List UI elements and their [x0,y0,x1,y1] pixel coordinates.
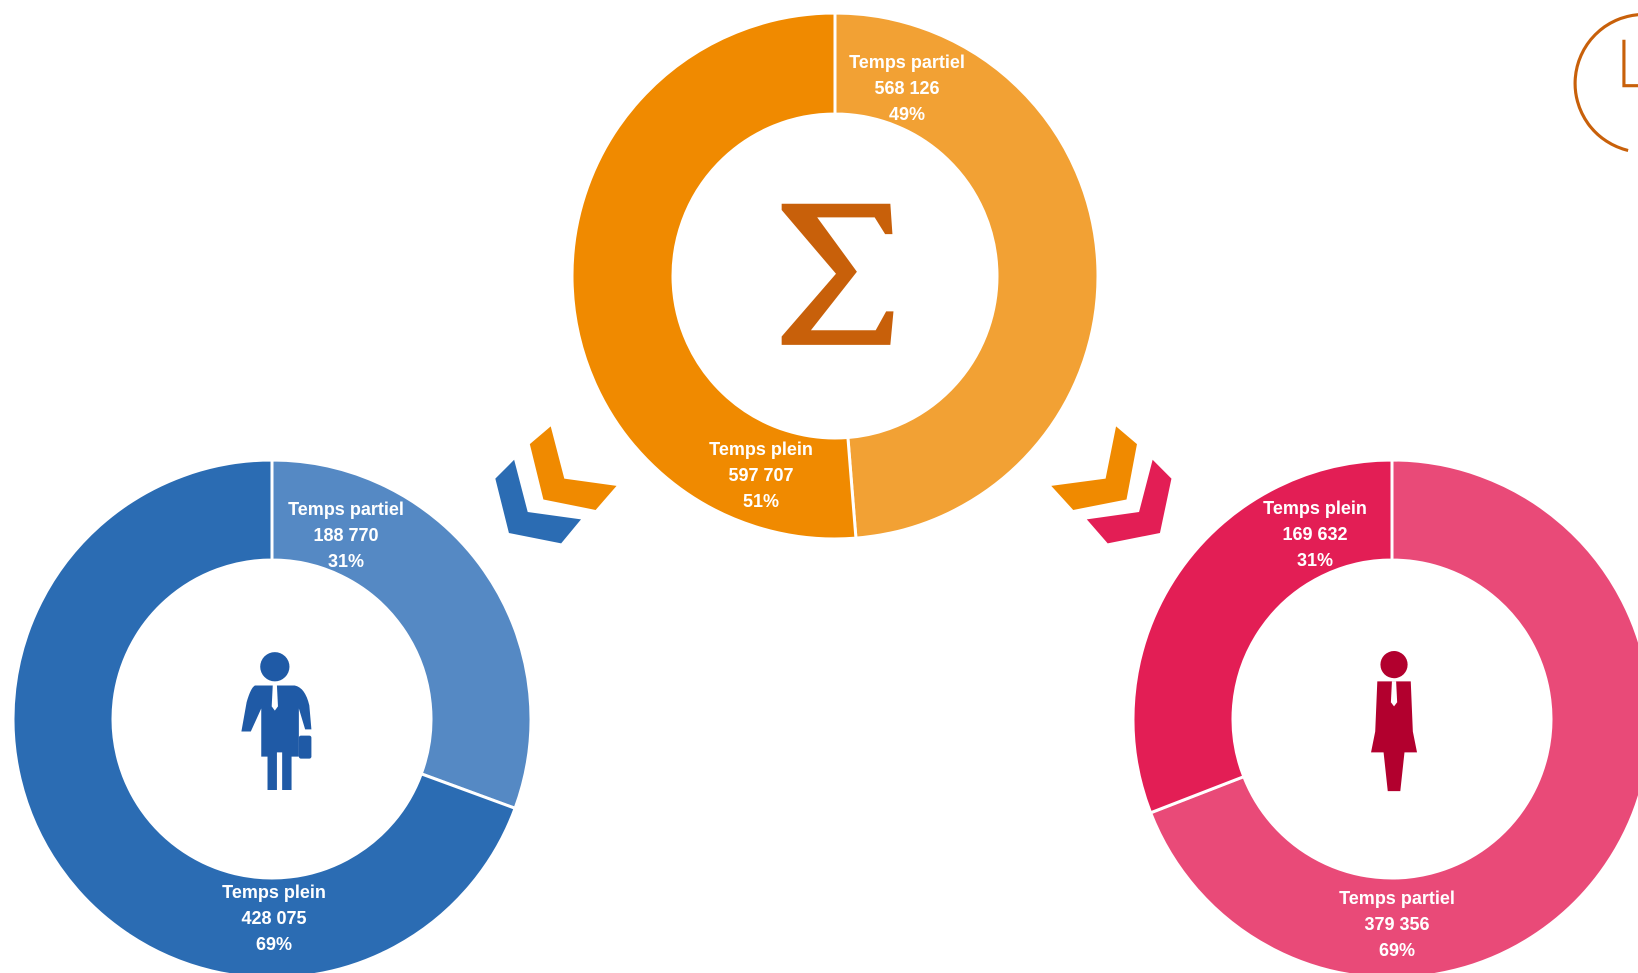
segment-value: 428 075 [241,908,306,928]
donut-segment [11,458,518,973]
segment-percent: 31% [328,551,364,571]
donut-segment [1131,458,1394,815]
segment-value: 379 356 [1364,914,1429,934]
chevron [1086,459,1172,544]
chevron [529,426,617,510]
segment-value: 568 126 [874,78,939,98]
logo-arc [1573,13,1638,153]
man-icon [241,652,312,791]
chevron [1051,426,1137,510]
segment-category: Temps plein [222,882,326,902]
segment-value: 597 707 [728,465,793,485]
decorations [241,13,1638,792]
segment-percent: 51% [743,491,779,511]
donut-segment [570,11,858,541]
segment-category: Temps partiel [288,499,404,519]
chevron [495,459,582,544]
segment-percent: 69% [256,934,292,954]
donut-segment [1148,458,1638,973]
segment-percent: 31% [1297,550,1333,570]
woman-icon [1371,651,1418,792]
segment-category: Temps plein [709,439,813,459]
segment-percent: 49% [889,104,925,124]
logo-letter [1622,39,1638,88]
donut-segment [270,458,533,811]
segment-category: Temps partiel [1339,888,1455,908]
sigma-icon [781,203,894,345]
segment-category: Temps plein [1263,498,1367,518]
donut-segment [833,11,1100,540]
segment-value: 169 632 [1282,524,1347,544]
segment-percent: 69% [1379,940,1415,960]
segment-category: Temps partiel [849,52,965,72]
segment-value: 188 770 [313,525,378,545]
